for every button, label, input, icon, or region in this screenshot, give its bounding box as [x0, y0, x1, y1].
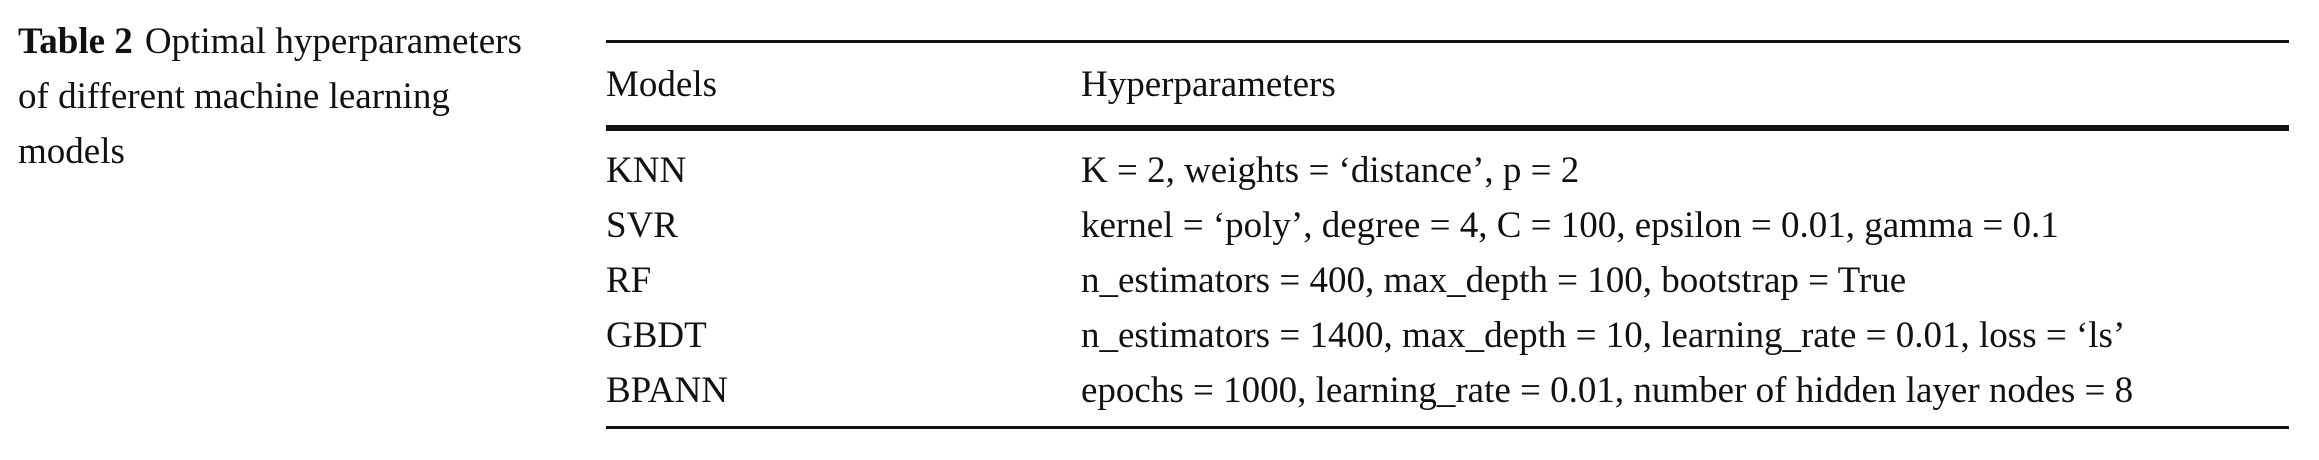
table-bottom-rule — [606, 426, 2289, 429]
row-params: epochs = 1000, learning_rate = 0.01, num… — [1081, 370, 2134, 411]
table-row: BPANN epochs = 1000, learning_rate = 0.0… — [606, 363, 2289, 418]
row-model: BPANN — [606, 370, 729, 411]
table-caption-text: Optimal hyperparameters of different mac… — [18, 21, 522, 172]
row-model: SVR — [606, 205, 678, 246]
row-params: K = 2, weights = ‘distance’, p = 2 — [1081, 150, 1580, 191]
table-top-rule — [606, 40, 2289, 43]
table-row: GBDT n_estimators = 1400, max_depth = 10… — [606, 308, 2289, 363]
table-caption-label: Table 2 — [18, 21, 133, 62]
table-header-row: Models Hyperparameters — [606, 43, 2289, 125]
table-header-rule — [606, 125, 2289, 131]
table-row: KNN K = 2, weights = ‘distance’, p = 2 — [606, 143, 2289, 198]
row-model: KNN — [606, 150, 687, 191]
table-body: Models Hyperparameters — [606, 43, 2289, 125]
hyperparameter-table: Models Hyperparameters KNN K = 2, weight… — [606, 40, 2289, 429]
table-caption: Table 2 Optimal hyperparameters of differ… — [18, 14, 538, 179]
header-models: Models — [606, 63, 717, 105]
row-params: kernel = ‘poly’, degree = 4, C = 100, ep… — [1081, 205, 2059, 246]
table-row: SVR kernel = ‘poly’, degree = 4, C = 100… — [606, 198, 2289, 253]
row-params: n_estimators = 1400, max_depth = 10, lea… — [1081, 315, 2126, 356]
header-hyperparameters: Hyperparameters — [1081, 63, 1336, 105]
row-params: n_estimators = 400, max_depth = 100, boo… — [1081, 260, 1907, 301]
table-row: RF n_estimators = 400, max_depth = 100, … — [606, 253, 2289, 308]
row-model: RF — [606, 260, 652, 301]
row-model: GBDT — [606, 315, 707, 356]
